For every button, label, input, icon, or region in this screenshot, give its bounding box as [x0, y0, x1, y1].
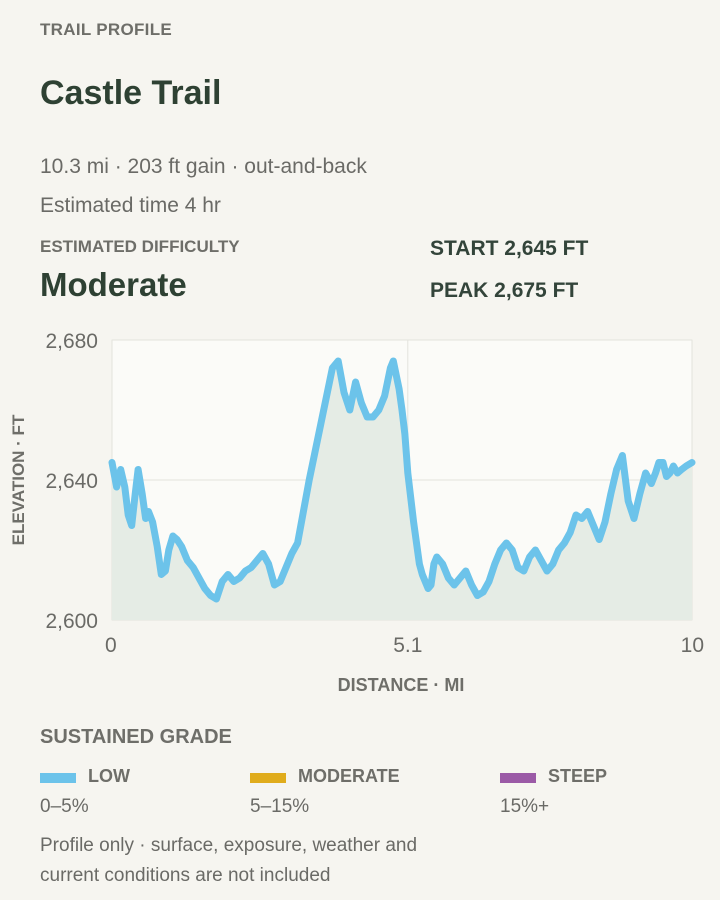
legend-swatch-moderate	[250, 773, 286, 783]
grade-legend-title: SUSTAINED GRADE	[40, 726, 232, 748]
estimated-time: Estimated time 4 hr	[40, 194, 221, 217]
y-tick-label-1: 2,640	[45, 470, 98, 493]
elevation-chart: 2,600 2,640 2,680 0 5.1 10 DISTANCE · MI ELEVAT…	[9, 330, 704, 695]
legend-swatch-steep	[500, 773, 536, 783]
x-axis-label: DISTANCE · MI	[338, 675, 465, 695]
x-tick-label-0: 0	[105, 634, 117, 657]
legend-name-steep: STEEP	[548, 766, 608, 786]
difficulty-label: ESTIMATED DIFFICULTY	[40, 237, 240, 256]
legend-name-low: LOW	[88, 766, 130, 786]
elevation-line	[108, 357, 696, 603]
difficulty-value: Moderate	[40, 266, 187, 303]
trail-title: Castle Trail	[40, 74, 222, 112]
x-tick-label-1: 5.1	[393, 634, 422, 657]
legend-range-steep: 15%+	[500, 796, 550, 817]
elevation-area	[112, 361, 692, 620]
start-elevation: START 2,645 FT	[430, 237, 589, 260]
x-tick-label-2: 10	[681, 634, 704, 657]
legend-name-moderate: MODERATE	[298, 766, 400, 786]
y-tick-label-0: 2,600	[45, 610, 98, 633]
legend-range-low: 0–5%	[40, 796, 89, 817]
footnote: Profile only · surface, exposure, weathe…	[40, 835, 418, 886]
trail-meta: 10.3 mi · 203 ft gain · out-and-back	[40, 155, 367, 178]
legend-range-moderate: 5–15%	[250, 796, 310, 817]
y-tick-label-2: 2,680	[45, 330, 98, 353]
y-axis-label: ELEVATION · FT	[9, 414, 28, 545]
legend-swatch-low	[40, 773, 76, 783]
section-eyebrow: TRAIL PROFILE	[40, 20, 173, 39]
peak-elevation: PEAK 2,675 FT	[430, 279, 579, 302]
